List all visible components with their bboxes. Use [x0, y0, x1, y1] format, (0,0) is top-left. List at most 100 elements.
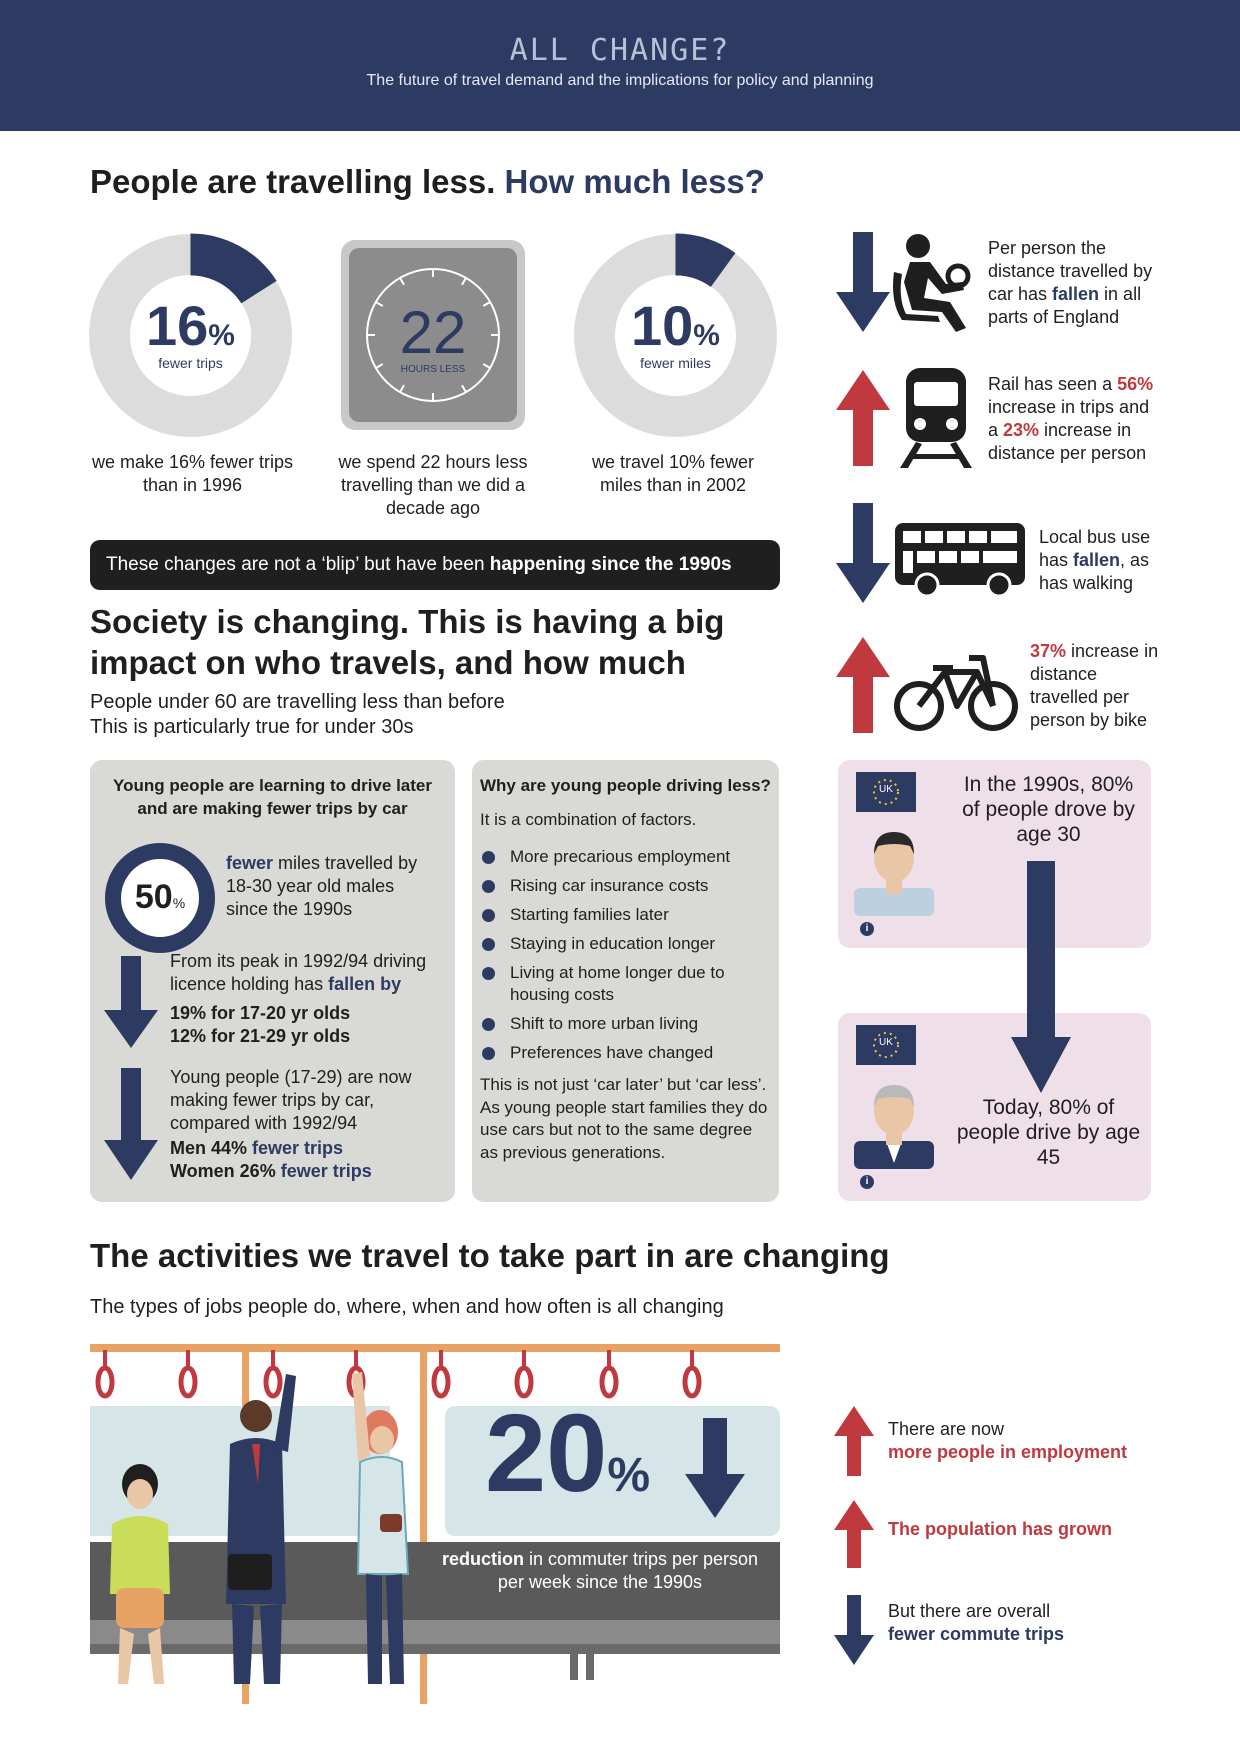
age-shift-arrow-icon: [1011, 861, 1071, 1093]
report-subtitle: The future of travel demand and the impl…: [366, 72, 874, 89]
trips-caption: we make 16% fewer trips than in 1996: [91, 452, 294, 495]
bike-text: 37% increase in distance travelled per p…: [1030, 640, 1165, 732]
miles-donut: 10% fewer miles: [573, 233, 778, 438]
train-icon: [900, 368, 972, 468]
report-title: ALL CHANGE?: [509, 33, 731, 68]
miles-unit: %: [693, 319, 720, 352]
train-interior-graphic: [90, 1344, 780, 1704]
men-women-stats: Men 44% fewer trips Women 26% fewer trip…: [170, 1137, 440, 1183]
population-text: The population has grown: [888, 1519, 1112, 1539]
eu-flag-icon: UK: [856, 1025, 916, 1065]
ring-value: 50: [134, 878, 173, 916]
factor-item: Staying in education longer: [480, 933, 770, 955]
hand-strap: [95, 1350, 115, 1399]
young-man-icon: [854, 832, 934, 916]
info-icon[interactable]: i: [860, 922, 874, 936]
clock-icon: [366, 268, 500, 402]
licence-fallen: fallen by: [328, 974, 402, 994]
licence-text: From its peak in 1992/94 driving licence…: [170, 950, 445, 1048]
section2-subtitle: People under 60 are travelling less than…: [90, 690, 505, 740]
rail-text-a: Rail has seen a: [988, 374, 1118, 394]
trips-donut: 16% fewer trips: [88, 233, 293, 438]
rail-text-c: increase in distance per person: [988, 420, 1147, 463]
bike-text-a: increase in distance travelled per perso…: [1030, 641, 1159, 730]
rail-text: Rail has seen a 56% increase in trips an…: [988, 373, 1158, 465]
age-today-panel: UK i Today, 80% of people drive by age 4…: [838, 1013, 1151, 1201]
section2-heading: Society is changing. This is having a bi…: [90, 603, 725, 681]
employment-text: There are now more people in employment: [888, 1418, 1148, 1464]
clock-tile: 22 HOURS LESS: [341, 240, 525, 430]
miles-donut-value: 10%: [573, 293, 778, 358]
men-value: Men 44%: [170, 1138, 253, 1158]
bus-text-a: Local bus use has: [1039, 527, 1151, 570]
bus-text-b: , as has walking: [1039, 550, 1150, 593]
car-text: Per person the distance travelled by car…: [988, 237, 1158, 329]
car-trips-text: Young people (17-29) are now making fewe…: [170, 1067, 412, 1133]
ring-fewer: fewer: [226, 853, 274, 873]
trips-donut-segment: [190, 233, 277, 304]
trips-unit: %: [208, 319, 235, 352]
clock-face-bg: 22 HOURS LESS: [349, 248, 517, 422]
hand-strap: [178, 1350, 198, 1399]
hand-strap: [682, 1350, 702, 1399]
since-1990s-banner: These changes are not a ‘blip’ but have …: [90, 540, 780, 590]
trips-donut-value: 16%: [88, 293, 293, 358]
trips-label: fewer trips: [158, 355, 223, 371]
commute-text: But there are overall fewer commute trips: [888, 1600, 1148, 1646]
hours-value: 22: [399, 299, 467, 366]
factor-list: More precarious employment Rising car ins…: [480, 846, 770, 1071]
twenty-percent-figure: 20%: [450, 1394, 650, 1514]
header-banner: ALL CHANGE? The future of travel demand …: [0, 0, 1240, 131]
hand-strap: [514, 1350, 534, 1399]
down-arrow-icon: [685, 1418, 745, 1518]
up-arrow-icon: [834, 1500, 874, 1568]
miles-donut-graphic: [574, 233, 777, 437]
section1-heading: People are travelling less. How much les…: [90, 163, 765, 201]
fifty-ring-value: 50%: [104, 878, 216, 917]
section2-sub1: People under 60 are travelling less than…: [90, 691, 505, 713]
section2-sub2: This is particularly true for under 30s: [90, 716, 414, 738]
hand-strap: [599, 1350, 619, 1399]
up-arrow-icon: [836, 637, 890, 733]
bike-value: 37%: [1030, 641, 1067, 661]
info-icon[interactable]: i: [860, 1175, 874, 1189]
flag-label: UK: [879, 1037, 893, 1048]
why-title: Why are young people driving less?: [480, 776, 771, 795]
licence-17-20: 19% for 17-20 yr olds: [170, 1003, 351, 1023]
car-text-a: Per person the distance travelled by car…: [988, 238, 1153, 304]
car-text-b: in all parts of England: [988, 284, 1142, 327]
up-arrow-icon: [836, 370, 890, 466]
hours-label: HOURS LESS: [400, 364, 466, 375]
bicycle-icon: [894, 655, 1018, 731]
down-arrow-icon: [834, 1595, 874, 1665]
factor-item: More precarious employment: [480, 846, 770, 868]
young-panel-title: Young people are learning to drive later…: [113, 776, 432, 818]
reduction-bold: reduction: [441, 1549, 524, 1569]
factor-item: Preferences have changed: [480, 1042, 770, 1064]
flag-label: UK: [879, 784, 893, 795]
up-arrow-icon: [834, 1406, 874, 1476]
women-value: Women 26%: [170, 1161, 281, 1181]
age-1990s-text: In the 1990s, 80% of people drove by age…: [962, 773, 1135, 846]
fifty-ring-icon: [105, 843, 215, 953]
big-unit: %: [607, 1449, 650, 1502]
eu-flag-icon: UK: [856, 772, 916, 812]
men-stat: Men 44% fewer trips: [170, 1137, 440, 1160]
why-outro: This is not just ‘car later’ but ‘car le…: [480, 1075, 768, 1162]
section3-heading: The activities we travel to take part in…: [90, 1237, 890, 1274]
rail-value-2: 23%: [1003, 420, 1040, 440]
young-drivers-panel: Young people are learning to drive later…: [90, 760, 455, 1202]
commute-text-a: But there are overall: [888, 1601, 1051, 1621]
hand-strap: [263, 1350, 283, 1399]
commuter-train-illustration: 20% reduction in commuter trips per pers…: [90, 1344, 780, 1704]
miles-caption: we travel 10% fewer miles than in 2002: [591, 452, 755, 495]
reduction-caption: reduction in commuter trips per person p…: [430, 1548, 770, 1594]
bus-text: Local bus use has fallen, as has walking: [1039, 526, 1159, 595]
trips-donut-graphic: [89, 233, 292, 437]
miles-value: 10: [631, 294, 694, 357]
factor-item: Shift to more urban living: [480, 1013, 770, 1035]
factor-item: Starting families later: [480, 904, 770, 926]
employment-highlight: more people in employment: [888, 1442, 1128, 1462]
reduction-text: in commuter trips per person per week si…: [497, 1549, 759, 1592]
hours-caption: we spend 22 hours less travelling than w…: [338, 452, 528, 518]
